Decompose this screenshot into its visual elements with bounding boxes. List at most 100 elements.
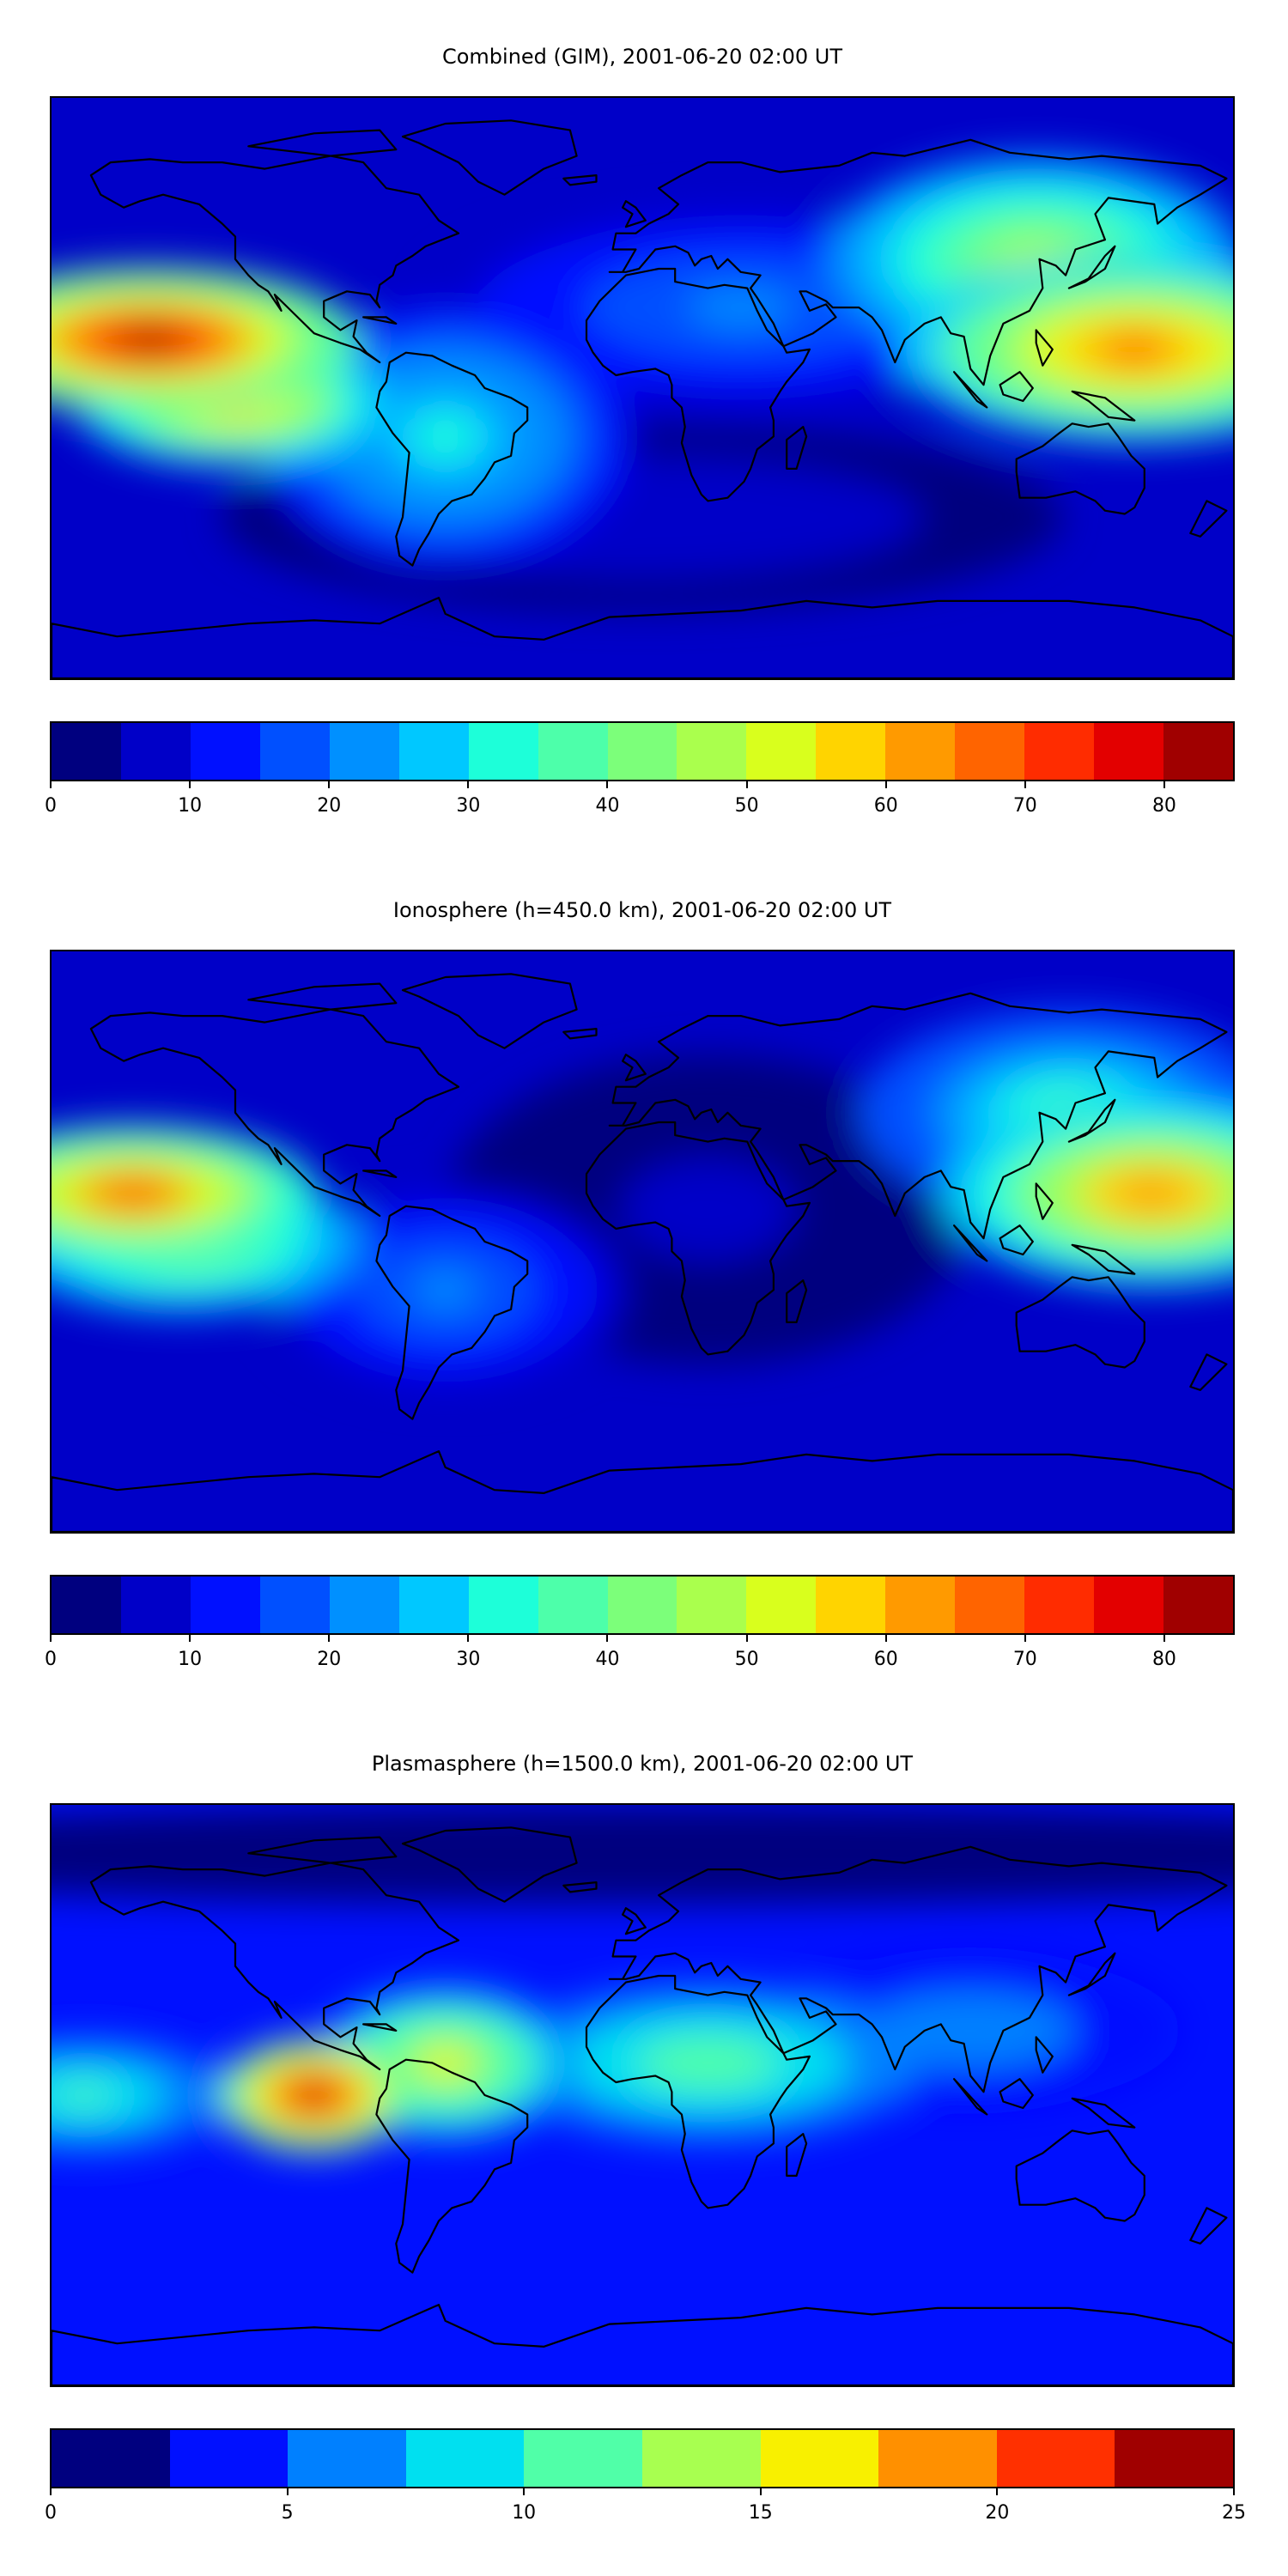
colorbar-segment [1024,1577,1095,1633]
colorbar-tick-mark [523,2488,526,2495]
colorbar-segment [955,1577,1025,1633]
colorbar-tick-label: 15 [748,2502,773,2524]
colorbar-tick-label: 10 [178,795,203,817]
colorbar-segment [1163,1577,1233,1633]
colorbar-segment [259,723,330,780]
colorbar-tick-label: 20 [985,2502,1010,2524]
colorbar-tick-mark [467,1635,470,1642]
panel2-colorbar-ticks: 0 10 20 30 40 50 60 70 80 [45,1635,1235,1670]
contour-region [58,2084,111,2106]
colorbar-tick-mark [50,781,52,788]
colorbar-tick-label: 60 [873,795,898,817]
colorbar-segment [169,2430,289,2487]
colorbar-segment [52,723,121,780]
colorbar-tick-mark [1163,1635,1165,1642]
colorbar-segment [641,2430,761,2487]
colorbar-tick-label: 20 [317,1649,342,1670]
colorbar-tick-mark [328,781,331,788]
panel3-map [50,1803,1235,2387]
colorbar-segment [878,2430,997,2487]
contour-region [1115,1177,1187,1209]
colorbar-tick-label: 50 [734,1649,759,1670]
colorbar-segment [288,2430,406,2487]
colorbar-segment [52,2430,170,2487]
contour-region [935,2017,1005,2044]
colorbar-tick-label: 5 [281,2502,294,2524]
contour-region [572,501,713,533]
colorbar-segment [677,723,747,780]
contour-region [114,327,185,352]
colorbar-tick-mark [328,1635,331,1642]
colorbar-segment [190,723,260,780]
colorbar-tick-mark [884,781,887,788]
colorbar-segment [538,723,608,780]
colorbar-segment [816,1577,886,1633]
colorbar-tick-mark [884,1635,887,1642]
colorbar-tick-label: 20 [317,795,342,817]
contour-region [298,2085,331,2105]
colorbar-segment [120,723,191,780]
colorbar-segment [190,1577,260,1633]
panel2-title: Ionosphere (h=450.0 km), 2001-06-20 02:0… [392,898,892,922]
coastlines [52,119,1233,678]
colorbar-tick-label: 0 [45,1649,57,1670]
colorbar-segment [524,2430,642,2487]
panel3-colorbar-ticks: 0 5 10 15 20 25 [45,2488,1246,2524]
colorbar-tick-mark [1024,1635,1026,1642]
colorbar-segment [538,1577,608,1633]
colorbar-tick-mark [606,1635,609,1642]
colorbar-tick-mark [745,781,748,788]
colorbar-tick-label: 0 [45,2502,57,2524]
contour-region [102,1182,165,1205]
colorbar-segment [885,1577,956,1633]
panel3-colorbar [50,2428,1235,2488]
colorbar-segment [746,1577,817,1633]
colorbar-tick-label: 10 [178,1649,203,1670]
contour-fields [52,155,1233,611]
colorbar-tick-mark [50,2488,52,2495]
colorbar-segment [468,723,538,780]
colorbar-segment [259,1577,330,1633]
colorbar-tick-label: 60 [873,1649,898,1670]
contour-region [672,2050,744,2076]
colorbar-tick-label: 10 [512,2502,537,2524]
contour-region [1095,333,1175,365]
colorbar-tick-mark [745,1635,748,1642]
colorbar-segment [52,1577,121,1633]
colorbar-tick-label: 80 [1151,795,1176,817]
colorbar-segment [677,1577,747,1633]
colorbar-tick-mark [759,2488,762,2495]
colorbar-tick-label: 30 [456,1649,481,1670]
panel1-colorbar [50,721,1235,781]
colorbar-segment [996,2430,1115,2487]
colorbar-segment [405,2430,525,2487]
colorbar-tick-mark [286,2488,289,2495]
colorbar-segment [955,723,1025,780]
coastlines [52,1826,1233,2385]
colorbar-segment [760,2430,879,2487]
colorbar-segment [1024,723,1095,780]
colorbar-tick-label: 30 [456,795,481,817]
contour-region [664,1183,752,1236]
contour-region [484,1844,800,1862]
colorbar-tick-mark [1233,2488,1235,2495]
map-svg [52,98,1233,678]
colorbar-segment [885,723,956,780]
colorbar-segment [1115,2430,1233,2487]
colorbar-segment [329,1577,399,1633]
colorbar-segment [468,1577,538,1633]
colorbar-segment [816,723,886,780]
contour-region [414,1273,477,1308]
panel2-map [50,950,1235,1534]
colorbar-segment [607,1577,677,1633]
colorbar-segment [398,1577,469,1633]
panel3-title: Plasmasphere (h=1500.0 km), 2001-06-20 0… [371,1752,914,1776]
colorbar-tick-mark [1024,781,1026,788]
panel1-map [50,96,1235,680]
colorbar-tick-label: 40 [595,795,620,817]
map-svg [52,951,1233,1532]
colorbar-tick-mark [189,1635,191,1642]
panel1-title: Combined (GIM), 2001-06-20 02:00 UT [441,45,843,69]
colorbar-segment [607,723,677,780]
colorbar-tick-mark [189,781,191,788]
